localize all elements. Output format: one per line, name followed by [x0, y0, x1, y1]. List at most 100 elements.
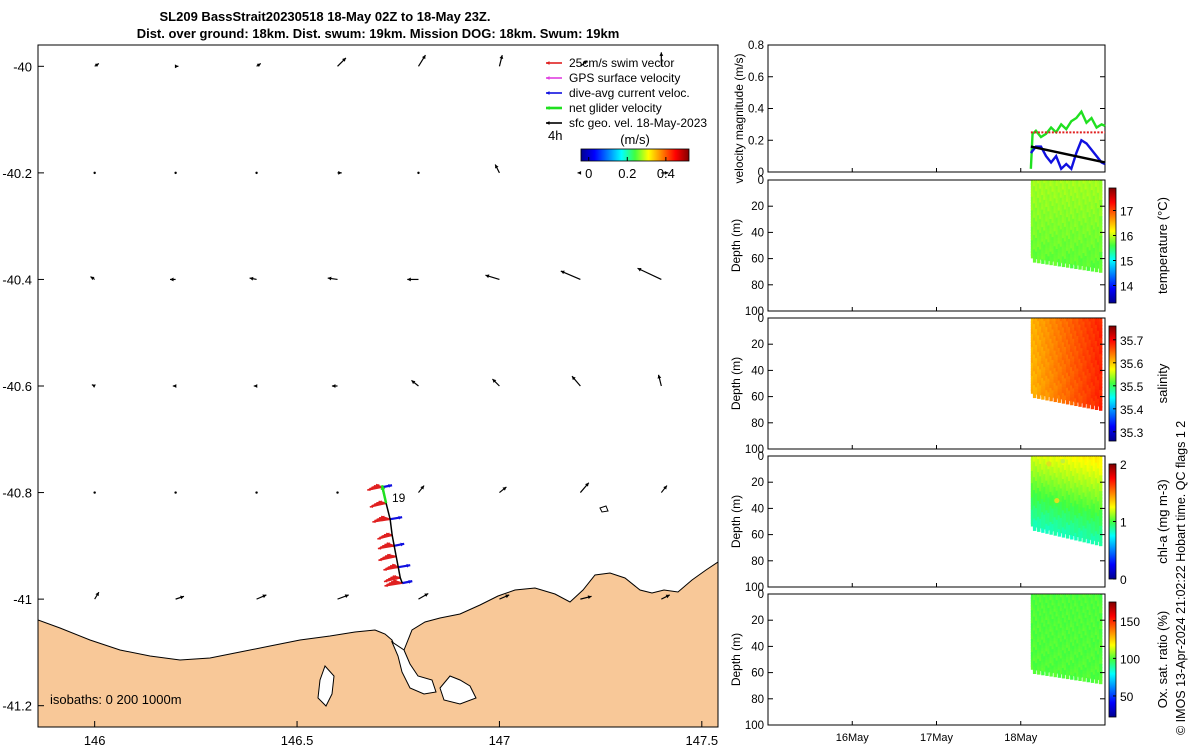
data-cell — [1034, 652, 1039, 658]
copyright-note: © IMOS 13-Apr-2024 21:02:22 Hobart time.… — [1174, 421, 1188, 735]
data-cell — [1065, 510, 1070, 516]
data-cell — [1061, 620, 1066, 626]
data-cell — [1057, 321, 1062, 326]
data-cell — [1084, 632, 1088, 638]
data-cell — [1082, 528, 1086, 534]
data-cell — [1061, 247, 1066, 252]
data-cell — [1043, 476, 1047, 482]
data-cell — [1078, 527, 1082, 533]
data-cell — [1096, 361, 1101, 367]
data-cell — [1030, 360, 1035, 365]
data-cell — [1057, 327, 1062, 332]
data-cell — [1057, 597, 1062, 602]
data-cell — [1086, 677, 1090, 683]
data-cell — [1096, 367, 1101, 373]
data-cell — [1043, 486, 1047, 492]
data-cell — [1068, 527, 1072, 533]
data-cell — [1055, 622, 1060, 627]
data-cell — [1061, 201, 1066, 207]
data-cell — [1094, 628, 1099, 634]
data-cell — [1057, 473, 1062, 478]
data-cell — [1070, 511, 1074, 517]
data-cell — [1088, 603, 1093, 608]
data-cell — [1096, 648, 1101, 653]
data-cell — [1037, 394, 1041, 399]
data-cell — [1053, 228, 1057, 233]
data-cell — [1076, 518, 1080, 523]
data-cell — [1070, 514, 1074, 520]
data-cell — [1039, 210, 1043, 216]
data-cell — [1059, 496, 1064, 502]
data-cell — [1045, 192, 1049, 197]
data-cell — [1055, 474, 1060, 480]
data-cell — [1088, 500, 1093, 505]
data-cell — [1039, 355, 1043, 361]
data-cell — [1072, 321, 1076, 326]
data-cell — [1084, 369, 1088, 375]
data-cell — [1061, 518, 1066, 524]
data-cell — [1082, 612, 1086, 618]
geo-vector-head — [253, 384, 258, 388]
data-cell — [1034, 607, 1039, 613]
data-cell — [1074, 600, 1078, 606]
data-cell — [1076, 603, 1080, 608]
data-cell — [1053, 388, 1057, 394]
data-cell — [1078, 337, 1082, 342]
data-cell — [1090, 603, 1095, 609]
data-cell — [1074, 529, 1078, 535]
data-cell — [1084, 473, 1088, 479]
data-cell — [1080, 611, 1084, 617]
data-cell — [1072, 224, 1076, 230]
data-cell — [1086, 253, 1090, 259]
data-cell — [1068, 508, 1072, 514]
data-cell — [1049, 524, 1053, 530]
data-cell — [1072, 481, 1076, 487]
data-cell — [1088, 506, 1093, 511]
data-cell — [1068, 387, 1072, 393]
data-cell — [1074, 333, 1078, 339]
data-cell — [1088, 397, 1093, 402]
data-cell — [1030, 662, 1035, 668]
data-cell — [1080, 321, 1084, 326]
data-cell — [1061, 253, 1066, 258]
data-cell — [1072, 660, 1076, 665]
data-cell — [1065, 516, 1070, 522]
data-cell — [1032, 226, 1037, 232]
data-cell — [1086, 394, 1090, 399]
data-cell — [1080, 672, 1084, 678]
data-cell — [1059, 507, 1064, 512]
data-cell — [1088, 532, 1093, 537]
depth-y-tick-label: 80 — [751, 418, 764, 430]
data-cell — [1065, 490, 1070, 496]
data-cell — [1034, 318, 1039, 324]
data-cell — [1030, 229, 1035, 234]
data-cell — [1032, 627, 1037, 633]
data-cell — [1094, 389, 1099, 394]
data-cell — [1088, 216, 1093, 222]
data-cell — [1037, 485, 1041, 490]
data-cell — [1090, 196, 1095, 202]
data-cell — [1074, 180, 1078, 186]
data-cell — [1053, 626, 1057, 631]
data-cell — [1078, 183, 1082, 189]
data-cell — [1094, 357, 1099, 362]
data-cell — [1032, 223, 1037, 229]
data-cell — [1055, 237, 1060, 243]
data-cell — [1061, 238, 1066, 243]
data-cell — [1043, 250, 1047, 255]
data-cell — [1043, 216, 1047, 222]
data-cell — [1030, 623, 1035, 628]
data-cell — [1034, 205, 1039, 210]
data-cell — [1059, 346, 1064, 352]
data-cell — [1076, 646, 1080, 651]
data-cell — [1047, 482, 1051, 487]
data-cell — [1034, 498, 1039, 503]
data-cell — [1061, 507, 1066, 513]
data-cell — [1092, 612, 1097, 617]
data-cell — [1057, 365, 1062, 371]
data-cell — [1092, 364, 1097, 369]
data-cell — [1030, 517, 1035, 522]
data-cell — [1034, 468, 1039, 474]
data-cell — [1099, 666, 1103, 672]
data-cell — [1082, 468, 1086, 474]
